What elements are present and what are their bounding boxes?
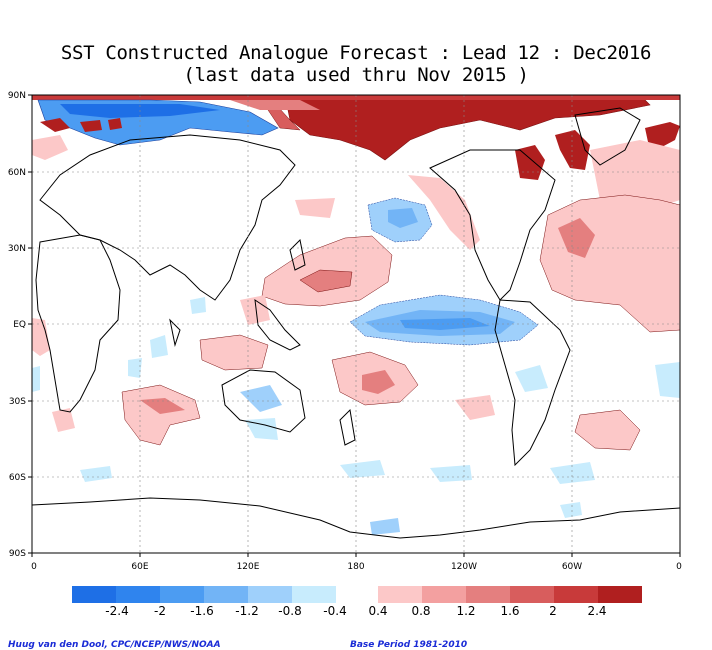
colorbar-label: -2.4 [105,604,129,618]
colorbar-label: -2 [154,604,166,618]
map-title-line1: SST Constructed Analogue Forecast : Lead… [60,42,652,64]
eurasia-outline [39,134,296,301]
lon-label: 120W [451,562,477,572]
colorbar-swatch-positive [554,586,598,603]
colorbar-swatch-negative [204,586,248,603]
colorbar-label: 1.6 [500,604,520,618]
colorbar-label: 1.2 [456,604,476,618]
colorbar-label: -1.6 [190,604,214,618]
lon-label: 0 [676,562,682,572]
lon-label: 180 [347,562,364,572]
australia-outline [221,369,306,433]
base-period-text: Base Period 1981-2010 [350,640,468,650]
colorbar-swatch-negative [72,586,116,603]
south-america-outline [494,299,571,467]
lat-label: 30S [9,397,26,407]
colorbar-label: 2 [549,604,557,618]
map-title-line2: (last data used thru Nov 2015 ) [183,64,529,86]
colorbar-swatch-negative [292,586,336,603]
lon-label: 60W [562,562,582,572]
colorbar-label: -1.2 [235,604,259,618]
colorbar-swatch-positive [422,586,466,603]
lon-label: 120E [237,562,260,572]
colorbar-swatch-negative [116,586,160,603]
colorbar-swatch-positive [598,586,642,603]
lat-label: 90N [8,91,26,101]
greenland-outline [574,107,641,166]
graticule [32,95,680,553]
arctic-band-top [32,95,680,100]
credit-text: Huug van den Dool, CPC/NCEP/NWS/NOAA [8,640,221,650]
colorbar-label: 0.8 [411,604,431,618]
lon-label: 0 [31,562,37,572]
colorbar-label: 2.4 [587,604,607,618]
colorbar-label: -0.4 [323,604,347,618]
colorbar-swatch-negative [248,586,292,603]
lon-label: 60E [131,562,148,572]
colorbar-swatch-negative [160,586,204,603]
lat-label: EQ [13,320,26,330]
lat-label: 60N [8,168,26,178]
coastlines [32,107,680,539]
arctic-warm-anomaly [284,95,651,161]
north-atlantic-warm-anomaly [539,194,680,333]
colorbar-swatch-positive [510,586,554,603]
lat-label: 90S [9,549,26,559]
lat-label: 30N [8,244,26,254]
africa-outline [35,234,121,413]
lat-label: 60S [9,473,26,483]
colorbar-label: 0.4 [368,604,388,618]
south-indian-warm-anomaly [121,384,201,446]
north-america-outline [429,149,556,301]
colorbar-swatch-positive [378,586,422,603]
colorbar-swatch-positive [466,586,510,603]
anomaly-field [32,95,680,535]
colorbar-label: -0.8 [278,604,302,618]
antarctica-outline [32,497,680,539]
colorbar [72,586,642,603]
